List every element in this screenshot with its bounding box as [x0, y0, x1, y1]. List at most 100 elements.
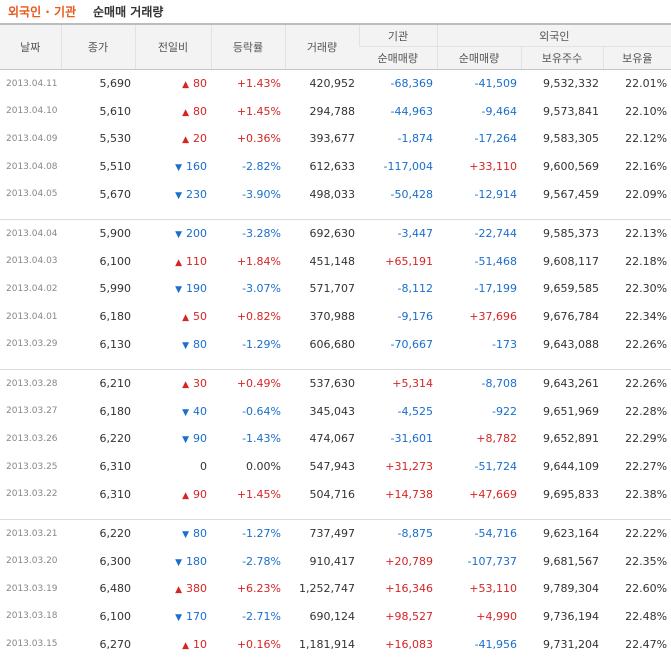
cell-inst-net: +31,273	[385, 460, 433, 474]
cell-change: ▼ 190	[135, 275, 211, 303]
group-spacer	[0, 508, 671, 520]
cell-foreign-net: -9,464	[481, 104, 517, 118]
cell-close: 6,180	[99, 404, 132, 418]
cell-inst-net: -1,874	[397, 132, 433, 146]
cell-inst-net: -9,176	[397, 310, 433, 324]
table-row: 2013.04.08 5,510 ▼ 160 -2.82% 612,633 -117,004…	[0, 153, 671, 181]
cell-ratio: 22.09%	[625, 187, 668, 201]
cell-volume: 690,124	[309, 609, 356, 623]
cell-date: 2013.03.20	[6, 556, 58, 567]
cell-holdings: 9,695,833	[543, 487, 599, 501]
triangle-down-icon: ▼	[182, 435, 189, 446]
triangle-down-icon: ▼	[182, 340, 189, 351]
cell-holdings: 9,681,567	[543, 554, 599, 568]
cell-date: 2013.04.08	[6, 161, 58, 172]
cell-close: 6,310	[99, 487, 132, 501]
table-row: 2013.04.02 5,990 ▼ 190 -3.07% 571,707 -8,112 -1…	[0, 275, 671, 303]
cell-date: 2013.04.10	[6, 106, 58, 117]
header-close: 종가	[60, 23, 135, 70]
cell-foreign-net: -107,737	[467, 554, 517, 568]
table-row: 2013.03.26 6,220 ▼ 90 -1.43% 474,067 -31,601 +8…	[0, 425, 671, 453]
cell-holdings: 9,600,569	[543, 160, 599, 174]
change-value: 190	[186, 282, 207, 296]
cell-holdings: 9,585,373	[521, 218, 603, 248]
cell-rate: -3.90%	[242, 187, 281, 201]
cell-close: 6,300	[99, 554, 132, 568]
cell-volume: 420,952	[309, 77, 356, 91]
section-title: 외국인 · 기관 순매매 거래량	[0, 0, 671, 24]
cell-change: ▲ 50	[135, 303, 211, 331]
triangle-down-icon: ▼	[175, 612, 182, 623]
triangle-up-icon: ▲	[182, 640, 189, 651]
cell-rate: +1.45%	[236, 104, 281, 118]
cell-close: 6,210	[61, 368, 135, 398]
change-value: 80	[193, 337, 207, 351]
triangle-up-icon: ▲	[182, 490, 189, 501]
header-date: 날짜	[0, 23, 61, 70]
table-row: 2013.04.04 5,900 ▼ 200 -3.28% 692,630 -3,447 -2…	[0, 218, 671, 248]
cell-ratio: 22.01%	[625, 77, 668, 91]
cell-volume: 612,633	[309, 160, 356, 174]
change-value: 110	[186, 254, 207, 268]
triangle-up-icon: ▲	[182, 313, 189, 324]
cell-foreign-net: -22,744	[437, 218, 521, 248]
table-row: 2013.04.11 5,690 ▲ 80 +1.43% 420,952 -68,369 -4…	[0, 70, 671, 98]
cell-change: ▼ 80	[135, 330, 211, 358]
cell-close: 6,220	[99, 432, 132, 446]
cell-inst-net: -4,525	[397, 404, 433, 418]
cell-change: ▲ 80	[135, 98, 211, 126]
triangle-up-icon: ▲	[182, 80, 189, 91]
cell-inst-net: -8,112	[397, 282, 433, 296]
cell-volume: 474,067	[309, 432, 356, 446]
cell-volume: 451,148	[309, 254, 356, 268]
cell-close: 5,510	[99, 160, 132, 174]
cell-holdings: 9,652,891	[543, 432, 599, 446]
cell-foreign-net: -173	[492, 337, 517, 351]
cell-date: 2013.04.11	[6, 78, 58, 89]
cell-date: 2013.04.04	[0, 218, 61, 248]
table-row: 2013.04.10 5,610 ▲ 80 +1.45% 294,788 -44,963 -9…	[0, 98, 671, 126]
triangle-down-icon: ▼	[175, 557, 182, 568]
cell-date: 2013.03.28	[0, 368, 61, 398]
cell-rate: -2.78%	[242, 554, 281, 568]
triangle-down-icon: ▼	[182, 407, 189, 418]
change-value: 80	[193, 527, 207, 541]
cell-holdings: 9,676,784	[543, 310, 599, 324]
table-row: 2013.04.09 5,530 ▲ 20 +0.36% 393,677 -1,874 -17…	[0, 125, 671, 153]
cell-date: 2013.03.26	[6, 433, 58, 444]
cell-close: 6,100	[99, 254, 132, 268]
cell-change: ▲ 80	[135, 70, 211, 98]
cell-foreign-net: +53,110	[469, 582, 517, 596]
cell-volume: 345,043	[309, 404, 356, 418]
cell-volume: 910,417	[309, 554, 356, 568]
cell-change: ▼ 90	[135, 425, 211, 453]
title-main: 외국인 · 기관	[8, 5, 77, 19]
cell-ratio: 22.47%	[625, 637, 668, 651]
cell-date: 2013.03.25	[6, 461, 58, 472]
cell-change: ▲ 380	[135, 575, 211, 603]
change-value: 80	[193, 104, 207, 118]
cell-volume: 571,707	[309, 282, 356, 296]
cell-change: ▲ 20	[135, 125, 211, 153]
cell-rate: +0.82%	[236, 310, 281, 324]
cell-holdings: 9,532,332	[543, 77, 599, 91]
cell-date: 2013.04.03	[6, 256, 58, 267]
cell-inst-net: +16,346	[385, 582, 433, 596]
header-volume: 거래량	[284, 23, 359, 70]
table-row: 2013.03.29 6,130 ▼ 80 -1.29% 606,680 -70,667 -1…	[0, 330, 671, 358]
change-value: 160	[186, 160, 207, 174]
cell-volume: 498,033	[309, 187, 356, 201]
cell-close: 6,220	[61, 518, 135, 548]
cell-volume: 1,252,747	[299, 582, 355, 596]
change-value: 200	[186, 227, 207, 241]
triangle-down-icon: ▼	[182, 530, 189, 541]
cell-rate: -1.29%	[242, 337, 281, 351]
cell-volume: 294,788	[309, 104, 356, 118]
cell-close: 5,690	[99, 77, 132, 91]
cell-change: ▼ 180	[135, 548, 211, 576]
cell-foreign-net: +8,782	[476, 432, 517, 446]
cell-ratio: 22.18%	[625, 254, 668, 268]
group-spacer	[0, 358, 671, 370]
cell-close: 6,270	[99, 637, 132, 651]
cell-inst-net: +16,083	[385, 637, 433, 651]
